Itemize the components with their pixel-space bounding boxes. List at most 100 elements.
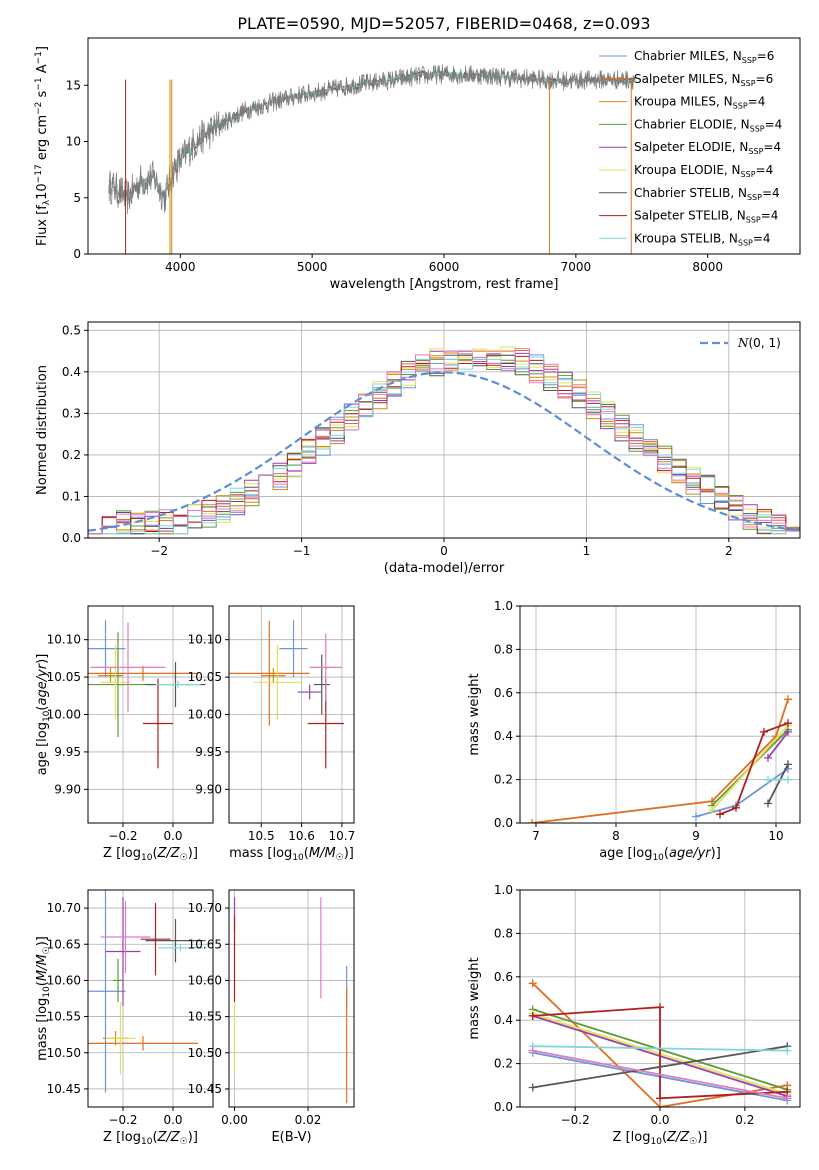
weight-line: [767, 763, 789, 804]
legend-label: Kroupa ELODIE, NSSP=4: [634, 163, 773, 179]
weight-line: [532, 1006, 788, 1100]
x-axis-label: mass [log10(M/M☉)]: [229, 846, 354, 863]
legend-label: Chabrier MILES, NSSP=6: [634, 49, 774, 65]
legend: N(0, 1): [700, 336, 781, 350]
weight-line: [532, 1049, 788, 1100]
plot-area: [528, 695, 792, 823]
y-tick-label: 0.3: [62, 406, 81, 420]
y-tick-label: 10.55: [188, 1010, 222, 1024]
plus-marker: [708, 805, 716, 814]
y-tick-label: 10.10: [188, 633, 222, 647]
panel-weight-vs-age: 7 8 9 10 0.0 0.2 0.4 0.6 0.8 1.0 age [log10(age/yr…: [467, 599, 801, 863]
y-tick-label: 0.2: [494, 1057, 513, 1071]
model-line: [108, 69, 636, 204]
x-tick-label: 8000: [692, 260, 723, 274]
y-tick-label: 10.05: [188, 670, 222, 684]
plot-area: [528, 979, 792, 1107]
x-axis-label: Z [log10(Z/Z☉)]: [103, 846, 198, 863]
y-axis-label: Flux [fλ10−17 erg cm−2 s−1 A−1]: [34, 46, 52, 246]
y-tick-label: 10.00: [188, 708, 222, 722]
plus-marker: [784, 760, 792, 769]
x-tick-label: −0.2: [108, 1113, 137, 1127]
panel-age-vs-Z: −0.2 0.0 9.90 9.95 10.00 10.05 10.10 Z [log10(Z…: [35, 605, 214, 863]
y-tick-label: 0.6: [494, 970, 513, 984]
x-axis-label: Z [log10(Z/Z☉)]: [103, 1130, 198, 1147]
plus-marker: [656, 1003, 664, 1012]
legend-label: Kroupa MILES, NSSP=4: [634, 95, 765, 111]
weight-line: [719, 722, 789, 816]
y-tick-label: 10: [66, 135, 81, 149]
x-tick-label: 0.0: [650, 1113, 669, 1127]
x-axis-label: age [log10(age/yr)]: [599, 846, 721, 863]
x-tick-label: 0.00: [221, 1113, 248, 1127]
weight-line: [767, 731, 789, 759]
model-line: [108, 69, 636, 205]
y-tick-label: 9.95: [54, 745, 81, 759]
y-tick-label: 0.5: [62, 323, 81, 337]
y-axis-label: mass weight: [467, 673, 482, 755]
plot-area: [108, 64, 636, 254]
y-tick-label: 10.00: [47, 708, 81, 722]
x-tick-label: 7000: [561, 260, 592, 274]
plus-marker: [764, 775, 772, 784]
x-axis-label: Z [log10(Z/Z☉)]: [613, 1130, 708, 1147]
legend-label: Chabrier STELIB, NSSP=4: [634, 186, 780, 202]
axes-frame: [519, 605, 801, 824]
y-tick-label: 0.4: [494, 729, 513, 743]
x-tick-label: −2: [150, 544, 168, 558]
y-tick-label: 1.0: [494, 599, 513, 613]
x-tick-label: 0: [440, 544, 448, 558]
plus-marker: [692, 812, 700, 821]
panel-weight-vs-Z: −0.2 0.0 0.2 0.0 0.2 0.4 0.6 0.8 1.0 Z [log10(Z/Z…: [467, 883, 801, 1147]
x-tick-label: 7: [532, 829, 540, 843]
legend-label: Salpeter ELODIE, NSSP=4: [634, 140, 781, 156]
model-line: [108, 69, 636, 205]
x-tick-label: 0.0: [163, 1113, 182, 1127]
x-tick-label: 0.2: [735, 1113, 754, 1127]
x-tick-label: 8: [612, 829, 620, 843]
legend-label: Chabrier ELODIE, NSSP=4: [634, 117, 782, 133]
y-tick-label: 9.95: [195, 745, 222, 759]
y-tick-label: 0.4: [494, 1013, 513, 1027]
x-tick-label: 10: [768, 829, 783, 843]
y-tick-label: 0.0: [62, 531, 81, 545]
x-tick-label: −1: [293, 544, 311, 558]
x-tick-label: 0.0: [163, 829, 182, 843]
histogram: [88, 356, 800, 538]
model-line: [108, 69, 636, 205]
y-tick-label: 10.50: [188, 1046, 222, 1060]
x-tick-label: 10.6: [288, 829, 315, 843]
y-tick-label: 0.6: [494, 686, 513, 700]
y-tick-label: 10.70: [188, 901, 222, 915]
y-axis-label: age [log10(age/yr)]: [35, 654, 52, 776]
x-axis-label: (data-model)/error: [384, 561, 505, 576]
plus-marker: [783, 1094, 792, 1103]
plus-marker: [764, 799, 772, 808]
y-axis-label: mass weight: [467, 957, 482, 1039]
y-tick-label: 0.4: [62, 365, 81, 379]
plot-area: [88, 346, 800, 538]
plus-marker: [764, 753, 772, 762]
x-tick-label: 6000: [429, 260, 460, 274]
x-tick-label: −0.2: [108, 829, 137, 843]
y-tick-label: 0.1: [62, 489, 81, 503]
y-tick-label: 10.65: [188, 937, 222, 951]
plot-area: [229, 620, 344, 769]
plus-marker: [716, 810, 724, 819]
model-line: [108, 69, 636, 203]
axes-frame: [228, 889, 355, 1108]
y-tick-label: 10.05: [47, 670, 81, 684]
y-tick-label: 1.0: [494, 883, 513, 897]
y-tick-label: 10.50: [47, 1046, 81, 1060]
y-tick-label: 10.60: [47, 973, 81, 987]
y-tick-label: 9.90: [54, 782, 81, 796]
plus-marker: [732, 803, 740, 812]
plus-marker: [784, 727, 792, 736]
x-tick-label: 5000: [297, 260, 328, 274]
model-line: [108, 69, 636, 203]
axes-frame: [87, 889, 214, 1108]
x-tick-label: 2: [725, 544, 733, 558]
legend-label: N(0, 1): [737, 336, 781, 350]
